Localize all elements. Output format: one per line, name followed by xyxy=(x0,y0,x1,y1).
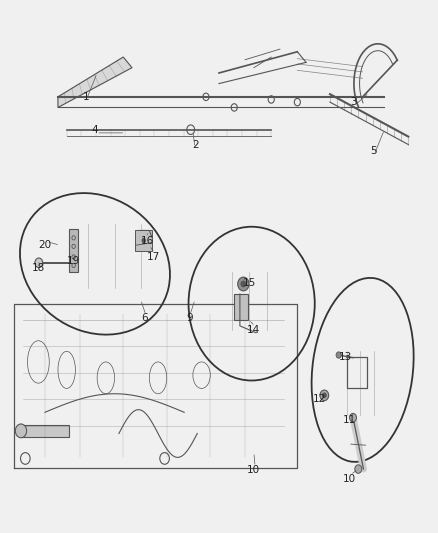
Text: 5: 5 xyxy=(370,146,377,156)
Bar xyxy=(21,424,69,437)
Bar xyxy=(234,294,248,319)
Circle shape xyxy=(355,465,362,473)
Text: 2: 2 xyxy=(192,140,198,150)
Text: 11: 11 xyxy=(343,415,356,425)
Text: 20: 20 xyxy=(39,240,52,251)
Text: 19: 19 xyxy=(67,256,80,266)
Circle shape xyxy=(35,258,43,268)
Circle shape xyxy=(320,390,328,401)
Circle shape xyxy=(241,281,246,287)
Circle shape xyxy=(15,424,27,438)
Text: 6: 6 xyxy=(142,313,148,324)
Text: 17: 17 xyxy=(147,252,160,262)
Text: 4: 4 xyxy=(92,125,98,135)
Polygon shape xyxy=(58,57,132,108)
Text: 10: 10 xyxy=(247,465,260,475)
Circle shape xyxy=(336,352,341,358)
Bar xyxy=(135,230,152,251)
Bar xyxy=(69,229,78,272)
Circle shape xyxy=(238,277,249,291)
Text: 15: 15 xyxy=(243,278,256,288)
Text: 16: 16 xyxy=(141,236,154,246)
Text: 10: 10 xyxy=(343,474,356,483)
Text: 9: 9 xyxy=(186,313,193,324)
Circle shape xyxy=(322,393,326,398)
Text: 14: 14 xyxy=(247,325,261,335)
Text: 3: 3 xyxy=(350,97,357,107)
Text: 18: 18 xyxy=(32,263,45,272)
Text: 12: 12 xyxy=(312,394,326,404)
Text: 1: 1 xyxy=(83,92,89,102)
Circle shape xyxy=(350,414,357,422)
Circle shape xyxy=(141,238,146,243)
Text: 13: 13 xyxy=(339,352,352,361)
